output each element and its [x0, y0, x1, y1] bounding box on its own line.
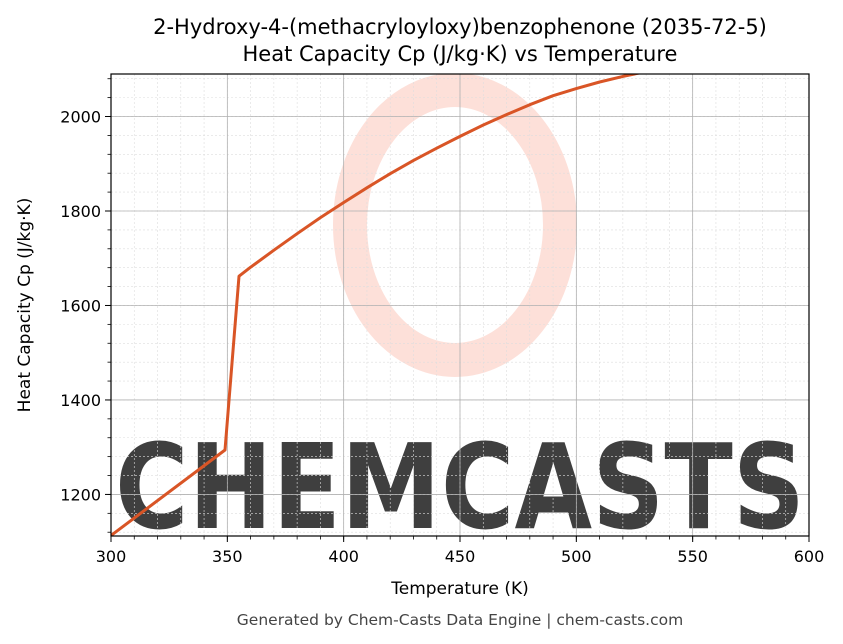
y-axis-label: Heat Capacity Cp (J/kg·K) [15, 198, 35, 413]
series-line [111, 74, 642, 536]
x-tick-label: 350 [212, 547, 243, 566]
x-tick-label: 500 [561, 547, 592, 566]
x-tick-label: 300 [96, 547, 127, 566]
y-tick-label: 1800 [60, 202, 101, 221]
y-axis: 1200 1400 1600 1800 2000 [60, 78, 111, 533]
x-tick-label: 600 [794, 547, 825, 566]
x-axis-label: Temperature (K) [390, 579, 529, 599]
watermark-logo-ring [333, 74, 577, 377]
y-tick-label: 2000 [60, 108, 101, 127]
series-layer [111, 74, 642, 536]
y-tick-label: 1200 [60, 485, 101, 504]
x-tick-label: 450 [445, 547, 476, 566]
x-tick-label: 550 [677, 547, 708, 566]
y-tick-label: 1400 [60, 391, 101, 410]
x-tick-label: 400 [328, 547, 359, 566]
x-axis: 300 350 400 450 500 550 600 [96, 536, 825, 566]
major-grid [111, 74, 809, 536]
footer-credit: Generated by Chem-Casts Data Engine | ch… [237, 611, 683, 629]
y-tick-label: 1600 [60, 296, 101, 315]
chart-subtitle: Heat Capacity Cp (J/kg·K) vs Temperature [243, 42, 678, 66]
chart-title: 2-Hydroxy-4-(methacryloyloxy)benzophenon… [153, 15, 767, 39]
